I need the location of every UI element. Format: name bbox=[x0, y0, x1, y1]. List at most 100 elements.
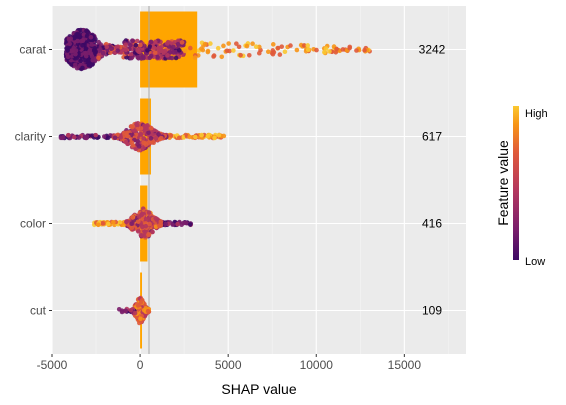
shap-point bbox=[282, 49, 288, 55]
shap-point bbox=[151, 45, 157, 50]
shap-point bbox=[65, 47, 70, 53]
x-axis-title: SHAP value bbox=[221, 381, 296, 397]
shap-point bbox=[211, 54, 216, 59]
shap-point bbox=[141, 136, 147, 141]
shap-point bbox=[265, 49, 271, 54]
shap-point bbox=[148, 53, 154, 59]
shap-point bbox=[288, 43, 293, 48]
shap-point bbox=[162, 48, 168, 54]
shap-point bbox=[322, 49, 327, 55]
shap-point bbox=[146, 232, 151, 238]
shap-point bbox=[93, 132, 99, 138]
shap-point bbox=[67, 41, 72, 47]
bar-value-label: 109 bbox=[422, 304, 442, 318]
shap-point bbox=[73, 51, 78, 57]
shap-point bbox=[95, 222, 101, 228]
shap-point bbox=[136, 214, 142, 219]
shap-point bbox=[138, 232, 144, 238]
shap-point bbox=[173, 55, 179, 61]
beeswarm-carat bbox=[63, 27, 372, 72]
shap-point bbox=[124, 219, 129, 225]
shap-point bbox=[72, 134, 77, 140]
x-tick-label: 5000 bbox=[215, 358, 242, 372]
shap-point bbox=[138, 300, 144, 305]
shap-point bbox=[134, 121, 139, 127]
shap-point bbox=[85, 29, 91, 35]
y-tick-label: color bbox=[20, 217, 46, 231]
shap-point bbox=[89, 42, 94, 47]
shap-point bbox=[145, 308, 151, 314]
y-tick-label: clarity bbox=[15, 130, 46, 144]
shap-point bbox=[124, 132, 129, 138]
shap-point bbox=[141, 307, 147, 313]
shap-point bbox=[106, 221, 111, 227]
shap-point bbox=[78, 58, 84, 64]
shap-point bbox=[181, 220, 186, 226]
shap-point bbox=[305, 47, 311, 52]
bar-value-labels: 3242 617 416 109 bbox=[419, 43, 446, 318]
shap-point bbox=[80, 43, 85, 48]
shap-point bbox=[100, 221, 106, 226]
shap-point bbox=[231, 48, 236, 53]
shap-point bbox=[238, 52, 243, 58]
legend-colorbar bbox=[513, 106, 519, 260]
shap-point bbox=[305, 43, 311, 48]
shap-point bbox=[246, 52, 252, 58]
legend-title: Feature value bbox=[495, 140, 511, 226]
beeswarm-clarity bbox=[58, 120, 227, 153]
shap-point bbox=[135, 48, 140, 53]
shap-point bbox=[132, 310, 138, 316]
shap-point bbox=[76, 32, 82, 38]
shap-point bbox=[208, 41, 213, 46]
shap-point bbox=[135, 229, 141, 234]
shap-point bbox=[65, 54, 71, 60]
shap-point bbox=[275, 45, 281, 51]
plot-panel bbox=[52, 6, 466, 354]
shap-point bbox=[279, 44, 285, 49]
shap-point bbox=[187, 222, 193, 227]
shap-point bbox=[187, 45, 193, 51]
x-tick-label: 10000 bbox=[300, 358, 334, 372]
bar-value-label: 416 bbox=[422, 217, 442, 231]
shap-point bbox=[88, 34, 94, 40]
shap-point bbox=[128, 52, 134, 57]
shap-point bbox=[323, 46, 329, 51]
legend-low-label: Low bbox=[525, 256, 545, 268]
shap-point bbox=[175, 221, 180, 227]
x-tick-label: -5000 bbox=[37, 358, 68, 372]
shap-point bbox=[97, 46, 103, 52]
shap-point bbox=[140, 224, 145, 230]
y-tick-label: carat bbox=[19, 43, 46, 57]
shap-point bbox=[256, 50, 262, 56]
shap-point bbox=[83, 53, 89, 59]
shap-point bbox=[202, 41, 208, 47]
shap-point bbox=[270, 42, 276, 47]
shap-point bbox=[111, 220, 116, 225]
shap-point bbox=[80, 65, 85, 71]
bar-value-label: 3242 bbox=[419, 43, 446, 57]
shap-point bbox=[347, 45, 352, 51]
shap-point bbox=[101, 134, 107, 139]
shap-point bbox=[175, 41, 181, 47]
shap-point bbox=[340, 47, 346, 52]
shap-point bbox=[216, 132, 222, 138]
shap-point bbox=[192, 55, 198, 60]
shap-point bbox=[123, 42, 129, 48]
shap-point bbox=[112, 135, 118, 141]
shap-point bbox=[327, 49, 332, 54]
shap-point bbox=[138, 131, 143, 137]
shap-point bbox=[135, 55, 140, 60]
shap-point bbox=[362, 47, 367, 53]
shap-point bbox=[153, 135, 159, 141]
shap-point bbox=[334, 46, 339, 52]
shap-point bbox=[182, 48, 188, 54]
shap-point bbox=[129, 55, 134, 61]
color-legend: Feature value High Low bbox=[495, 106, 548, 268]
shap-point bbox=[89, 133, 95, 138]
shap-point bbox=[221, 43, 226, 49]
shap-point bbox=[157, 47, 162, 52]
shap-point bbox=[301, 43, 307, 48]
shap-point bbox=[138, 316, 143, 322]
shap-point bbox=[244, 43, 250, 49]
